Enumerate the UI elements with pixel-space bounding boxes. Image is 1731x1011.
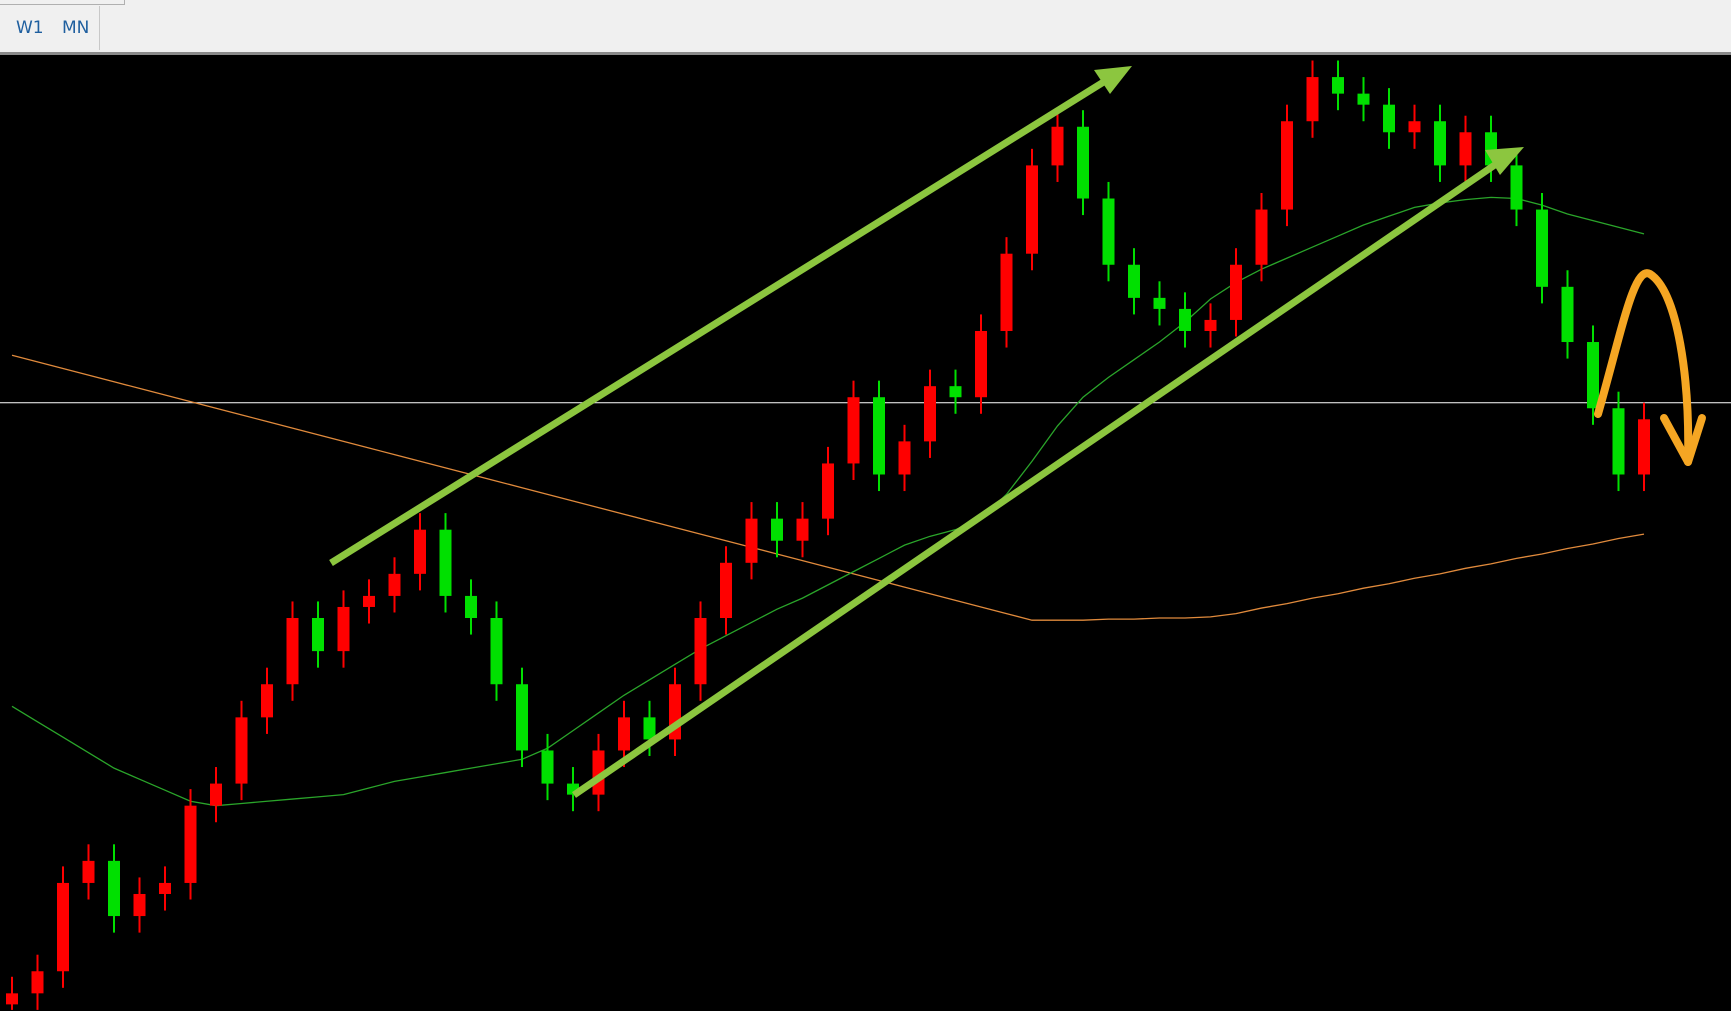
candle-body <box>1434 121 1446 166</box>
candle-body <box>796 518 809 541</box>
candle-body <box>1383 104 1395 133</box>
candle-body <box>949 386 962 398</box>
candle-body <box>898 441 911 475</box>
candle-body <box>133 893 146 917</box>
candle-body <box>1281 121 1293 210</box>
candle-body <box>516 684 528 751</box>
candle-body <box>1026 165 1038 254</box>
candle-body <box>1408 121 1421 133</box>
candle-body <box>363 595 375 607</box>
candle-body <box>261 684 273 718</box>
trend-arrow <box>329 75 1112 566</box>
candle-body <box>312 618 324 652</box>
candle-body <box>210 783 222 806</box>
forecast-arrow <box>1594 269 1693 466</box>
candle-body <box>1102 198 1115 265</box>
timeframe-tab[interactable]: W1 <box>16 18 44 38</box>
candle-body <box>235 717 248 784</box>
trend-arrow <box>572 157 1504 798</box>
candle-body <box>771 518 783 541</box>
moving-average <box>11 196 1645 807</box>
arrow-head <box>1660 414 1706 466</box>
candle-body <box>1077 126 1089 199</box>
separator <box>99 6 100 50</box>
tab-edge <box>0 0 125 5</box>
candle-body <box>1000 253 1013 331</box>
candle-body <box>567 783 579 795</box>
candle-body <box>720 562 732 619</box>
candle-body <box>184 805 197 883</box>
candle-body <box>924 386 936 442</box>
candle-body <box>1638 419 1650 475</box>
candle-body <box>745 518 758 563</box>
candle-body <box>1255 209 1268 265</box>
timeframe-tab[interactable]: MN <box>62 18 90 38</box>
candle-body <box>1128 264 1140 298</box>
candle-body <box>1536 209 1548 287</box>
candle-body <box>618 717 630 751</box>
candle-body <box>975 330 987 398</box>
candle-body <box>31 971 44 994</box>
candle-body <box>337 606 350 652</box>
candle-body <box>1332 77 1344 94</box>
candle-body <box>1179 308 1191 331</box>
candle-body <box>388 573 401 596</box>
candle-body <box>159 882 171 894</box>
candle-body <box>57 882 69 972</box>
candle-body <box>1204 319 1217 331</box>
candle-body <box>439 529 452 596</box>
candle-body <box>643 717 656 740</box>
candle-body <box>6 993 18 1005</box>
candle-body <box>1153 297 1166 309</box>
candle-body <box>1561 286 1574 343</box>
arrow-head <box>1094 66 1132 94</box>
candle-body <box>465 595 477 619</box>
candle-body <box>286 618 299 685</box>
candle-body <box>108 860 120 917</box>
candle-body <box>82 860 95 883</box>
candle-body <box>1587 342 1599 409</box>
annotations <box>329 66 1706 798</box>
candle-body <box>847 397 860 464</box>
candle-body <box>1230 264 1242 320</box>
candle-body <box>1051 126 1064 166</box>
candle-body <box>1357 93 1370 105</box>
toolbar: W1 MN <box>0 0 1731 55</box>
candle-body <box>541 750 554 784</box>
candle-body <box>414 529 426 574</box>
candle-body <box>822 463 834 519</box>
arrow-head <box>1485 147 1524 175</box>
candle-body <box>873 397 885 475</box>
candle-body <box>1306 77 1319 122</box>
candle-body <box>1510 165 1523 210</box>
candle-body <box>1612 408 1625 475</box>
candle-body <box>490 618 503 685</box>
candle-body <box>694 618 707 685</box>
candle-body <box>1459 132 1472 166</box>
moving-average <box>11 354 1645 621</box>
